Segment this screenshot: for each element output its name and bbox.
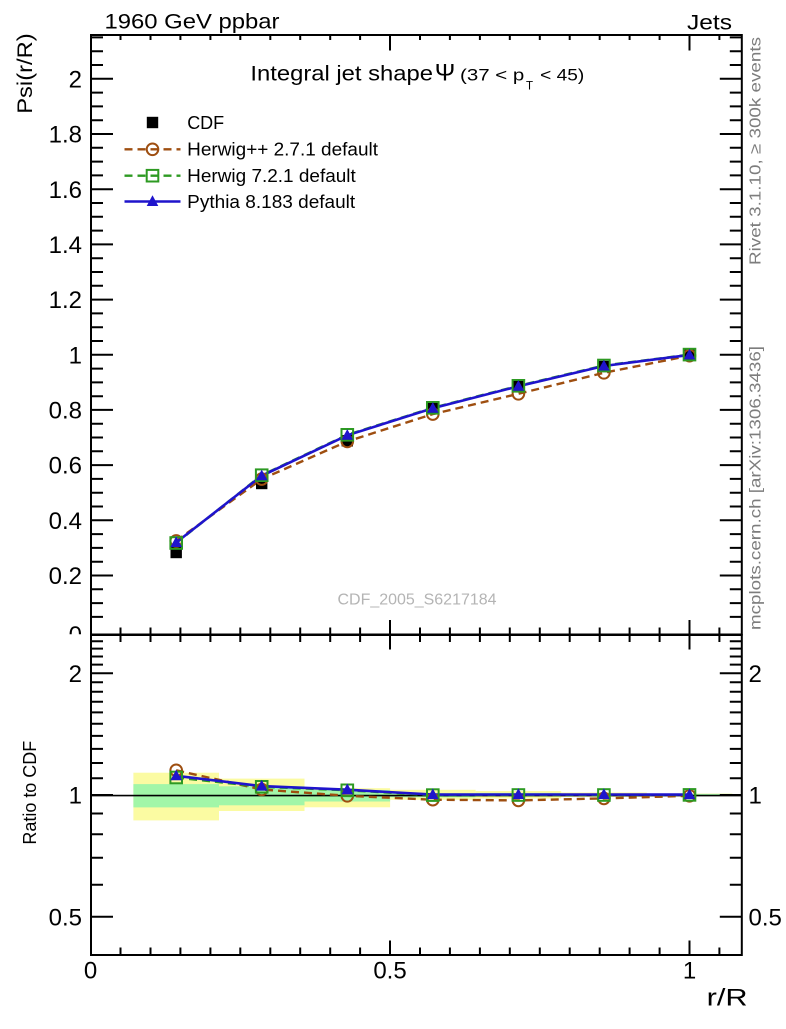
svg-text:0.4: 0.4 <box>49 508 82 535</box>
svg-text:0: 0 <box>69 622 82 649</box>
svg-text:1: 1 <box>749 783 762 810</box>
svg-text:2: 2 <box>749 661 762 688</box>
svg-text:1: 1 <box>69 342 82 369</box>
svg-text:1: 1 <box>683 958 696 985</box>
svg-text:1960 GeV ppbar: 1960 GeV ppbar <box>105 10 280 34</box>
svg-text:0.5: 0.5 <box>373 958 406 985</box>
svg-text:Ratio to CDF: Ratio to CDF <box>20 741 40 845</box>
svg-text:2: 2 <box>69 66 82 93</box>
svg-text:1: 1 <box>69 783 82 810</box>
svg-text:2: 2 <box>69 661 82 688</box>
svg-text:Herwig++ 2.7.1 default: Herwig++ 2.7.1 default <box>187 140 378 160</box>
svg-text:Ψ: Ψ <box>435 60 455 87</box>
svg-text:CDF: CDF <box>187 113 224 133</box>
svg-text:T: T <box>526 81 533 93</box>
svg-text:1.2: 1.2 <box>49 287 82 314</box>
svg-text:Psi(r/R): Psi(r/R) <box>13 33 37 113</box>
svg-text:0.5: 0.5 <box>49 904 82 931</box>
svg-text:1.8: 1.8 <box>49 122 82 149</box>
svg-text:1.6: 1.6 <box>49 177 82 204</box>
svg-text:0.5: 0.5 <box>749 904 782 931</box>
svg-text:Herwig 7.2.1 default: Herwig 7.2.1 default <box>187 166 356 186</box>
svg-text:r/R: r/R <box>707 985 748 1012</box>
svg-text:0.2: 0.2 <box>49 563 82 590</box>
svg-text:CDF_2005_S6217184: CDF_2005_S6217184 <box>338 592 497 609</box>
svg-text:0: 0 <box>84 958 97 985</box>
svg-text:(37 < p: (37 < p <box>460 66 524 85</box>
svg-text:< 45): < 45) <box>540 66 584 85</box>
svg-text:Jets: Jets <box>687 11 732 35</box>
svg-text:mcplots.cern.ch [arXiv:1306.34: mcplots.cern.ch [arXiv:1306.3436] <box>748 346 765 630</box>
svg-text:0.6: 0.6 <box>49 453 82 480</box>
svg-text:0.8: 0.8 <box>49 398 82 425</box>
svg-text:Integral jet shape: Integral jet shape <box>250 62 433 86</box>
svg-text:Rivet 3.1.10, ≥ 300k events: Rivet 3.1.10, ≥ 300k events <box>748 37 765 265</box>
svg-text:Pythia 8.183 default: Pythia 8.183 default <box>187 192 355 212</box>
svg-text:1.4: 1.4 <box>49 232 82 259</box>
